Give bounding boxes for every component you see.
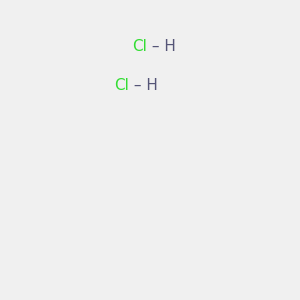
Text: – H: – H [147, 39, 176, 54]
Text: – H: – H [129, 78, 158, 93]
Text: Cl: Cl [114, 78, 129, 93]
Text: Cl: Cl [132, 39, 147, 54]
